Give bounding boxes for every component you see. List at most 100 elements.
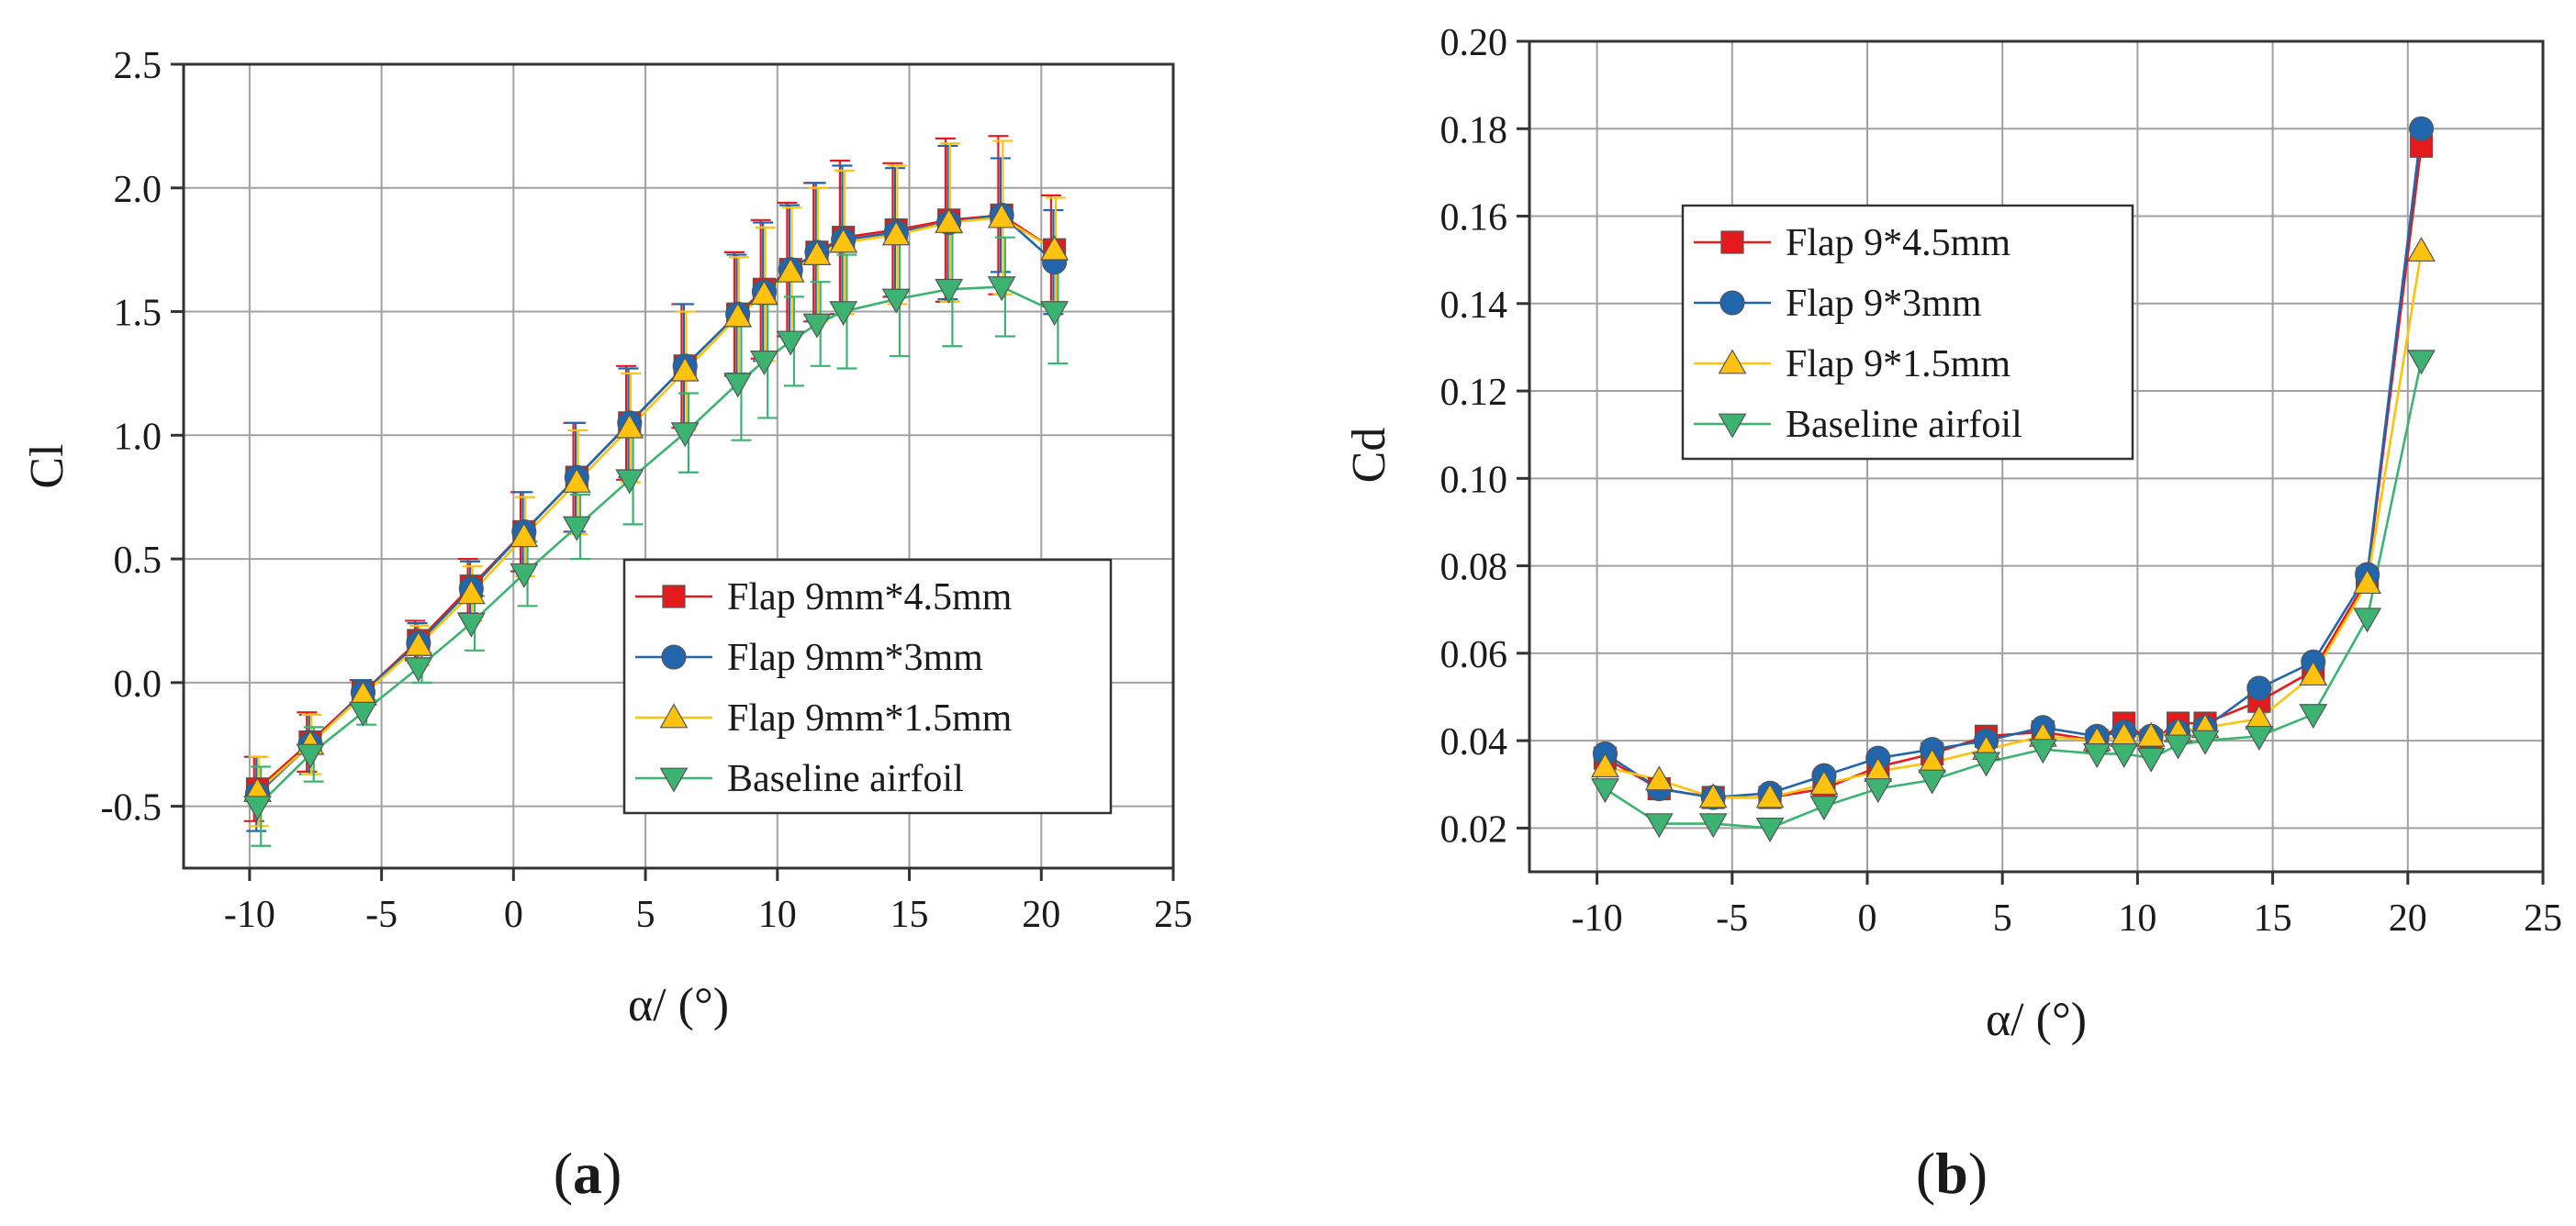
panel-b-panel-label: (b) [1916,1141,1988,1206]
panel-b-legend-marker-3 [1718,413,1747,439]
panel-b-series-3-point-5 [1864,778,1893,804]
panel-a-series-3-point-4 [456,612,486,638]
panel-a-legend-label-0: Flap 9mm*4.5mm [727,576,1013,619]
panel-b-x-tick-label-0: -10 [1572,897,1623,940]
panel-a-y-tick-label-2: 0.5 [114,540,162,582]
panel-b-series-1-point-14 [2246,675,2272,701]
panel-a-legend-marker-1 [661,644,687,670]
panel-a-series-3-point-12 [802,313,832,339]
panel-a-series-3-point-3 [404,657,433,683]
panel-a-series-3-point-8 [670,422,700,448]
panel-b-series-2-point-3 [1755,783,1785,808]
panel-b-legend-label-0: Flap 9*4.5mm [1786,222,2010,264]
panel-a-series-3-point-0 [243,796,272,821]
panel-a-legend-label-3: Baseline airfoil [727,758,964,800]
panel-b-series-3-point-7 [1972,752,2000,777]
panel-a-x-tick-label-1: -5 [365,894,398,936]
panel-a-series-2-point-4 [456,579,486,605]
panel-a-series-3-point-15 [935,278,964,304]
panel-b-series-3-point-11 [2136,747,2166,773]
panel-b-y-tick-label-1: 0.04 [1440,721,1508,763]
panel-a-series-2-point-10 [749,280,778,306]
panel-a-y-tick-label-1: 0.0 [114,663,162,706]
panel-a-series-3-point-14 [881,288,911,314]
panel-a-legend-box [622,558,1113,815]
panel-b-series-3-point-17 [2407,350,2436,375]
panel-b-series-3-point-6 [1918,769,1947,795]
panel-a-series-2-point-13 [829,228,858,253]
panel-a-series-2-point-16 [987,203,1016,228]
panel-a-x-tick-label-4: 10 [758,894,797,936]
panel-b-series-3-point-4 [1809,796,1839,821]
panel-b-y-tick-label-8: 0.18 [1440,109,1508,151]
panel-a-series-2-point-9 [723,302,753,328]
panel-b-series-3-point-12 [2164,734,2192,760]
panel-a-panel-label: (a) [554,1141,622,1206]
panel-a-y-tick-label-5: 2.0 [114,169,162,211]
panel-a-series-3-point-2 [349,701,377,727]
panel-b-series-3-point-2 [1698,813,1728,839]
panel-b-series-2-point-2 [1698,783,1728,808]
panel-a-series-2-point-17 [1040,235,1070,261]
panel-b-series-3-point-13 [2190,730,2220,755]
panel-b-series-2-point-1 [1644,765,1674,791]
panel-b-legend-label-1: Flap 9*3mm [1786,283,1982,325]
panel-a-series-3-point-11 [776,330,805,356]
panel-b-series-1-point-17 [2408,116,2435,141]
panel-b-y-tick-label-9: 0.20 [1440,22,1508,64]
panel-a-series-3-point-10 [749,351,778,376]
panel-b-series-2-point-17 [2407,237,2436,262]
panel-a-series-2-point-14 [881,220,911,246]
panel-a-legend-marker-3 [659,767,689,793]
panel-b-series-3-point-14 [2245,725,2274,751]
panel-b-series-3-point-3 [1755,817,1785,842]
panel-b-series-3-point-15 [2299,704,2328,730]
panel-a-y-tick-label-3: 1.0 [114,416,162,458]
panel-b-series-2-point-4 [1809,770,1839,796]
panel-b-series-2-point-0 [1590,752,1619,778]
panel-b-series-3-point-0 [1590,778,1619,804]
panel-a-y-tick-label-6: 2.5 [114,45,162,87]
panel-b-legend-box [1681,204,2134,461]
panel-b-legend-marker-1 [1719,290,1745,316]
panel-b-y-tick-label-0: 0.02 [1440,808,1508,851]
panel-b-legend-label-3: Baseline airfoil [1786,404,2022,446]
panel-b-y-axis-title: Cd [1343,428,1395,484]
panel-b-x-tick-label-2: 0 [1858,897,1877,940]
panel-a-x-tick-label-5: 15 [890,894,929,936]
panel-b-legend-marker-2 [1718,349,1747,374]
panel-a-series-3-point-7 [615,469,644,495]
panel-b-x-tick-label-3: 5 [1993,897,2012,940]
panel-b-x-tick-label-4: 10 [2118,897,2156,940]
panel-a-x-axis-title: α/ (°) [628,979,729,1031]
panel-b-x-tick-label-7: 25 [2524,897,2562,940]
panel-a-plot-frame [182,62,1175,870]
panel-b-series-3-point-8 [2028,739,2057,764]
panel-a-x-tick-label-2: 0 [504,894,523,936]
panel-a-y-axis-title: Cl [21,443,73,488]
panel-b-legend-marker-0 [1720,230,1744,254]
panel-b-series-2-point-11 [2136,721,2166,747]
panel-b-chart: -10 -5 0 5 10 15 20 25 0.02 0.04 0.06 0.08 0.10 0.12 0… [1343,22,2562,1206]
panel-b-series-3-point-16 [2353,607,2382,633]
panel-a-legend-marker-0 [662,585,686,608]
panel-a-series-3-point-5 [510,563,539,588]
panel-b-series-2-point-15 [2299,661,2328,686]
panel-b-y-tick-label-7: 0.16 [1440,197,1508,240]
panel-a-legend-label-1: Flap 9mm*3mm [727,637,983,679]
panel-a-series-2-point-15 [935,207,964,233]
panel-a-series-3-point-9 [723,373,753,398]
panel-a-legend-label-2: Flap 9mm*1.5mm [727,697,1013,740]
panel-b-series-2-point-16 [2353,569,2382,595]
panel-a-x-tick-label-0: -10 [224,894,275,936]
panel-a-series-2-point-11 [776,257,805,283]
panel-a-y-tick-label-0: -0.5 [101,787,162,830]
panel-b-y-tick-label-4: 0.10 [1440,459,1508,501]
panel-b-x-tick-label-5: 15 [2254,897,2292,940]
panel-a-series-2-point-3 [404,630,433,656]
panel-b-x-tick-label-6: 20 [2389,897,2427,940]
panel-b-legend-label-2: Flap 9*1.5mm [1786,343,2010,385]
panel-b-y-tick-label-3: 0.08 [1440,547,1508,589]
panel-a-series-3-point-13 [829,301,858,327]
